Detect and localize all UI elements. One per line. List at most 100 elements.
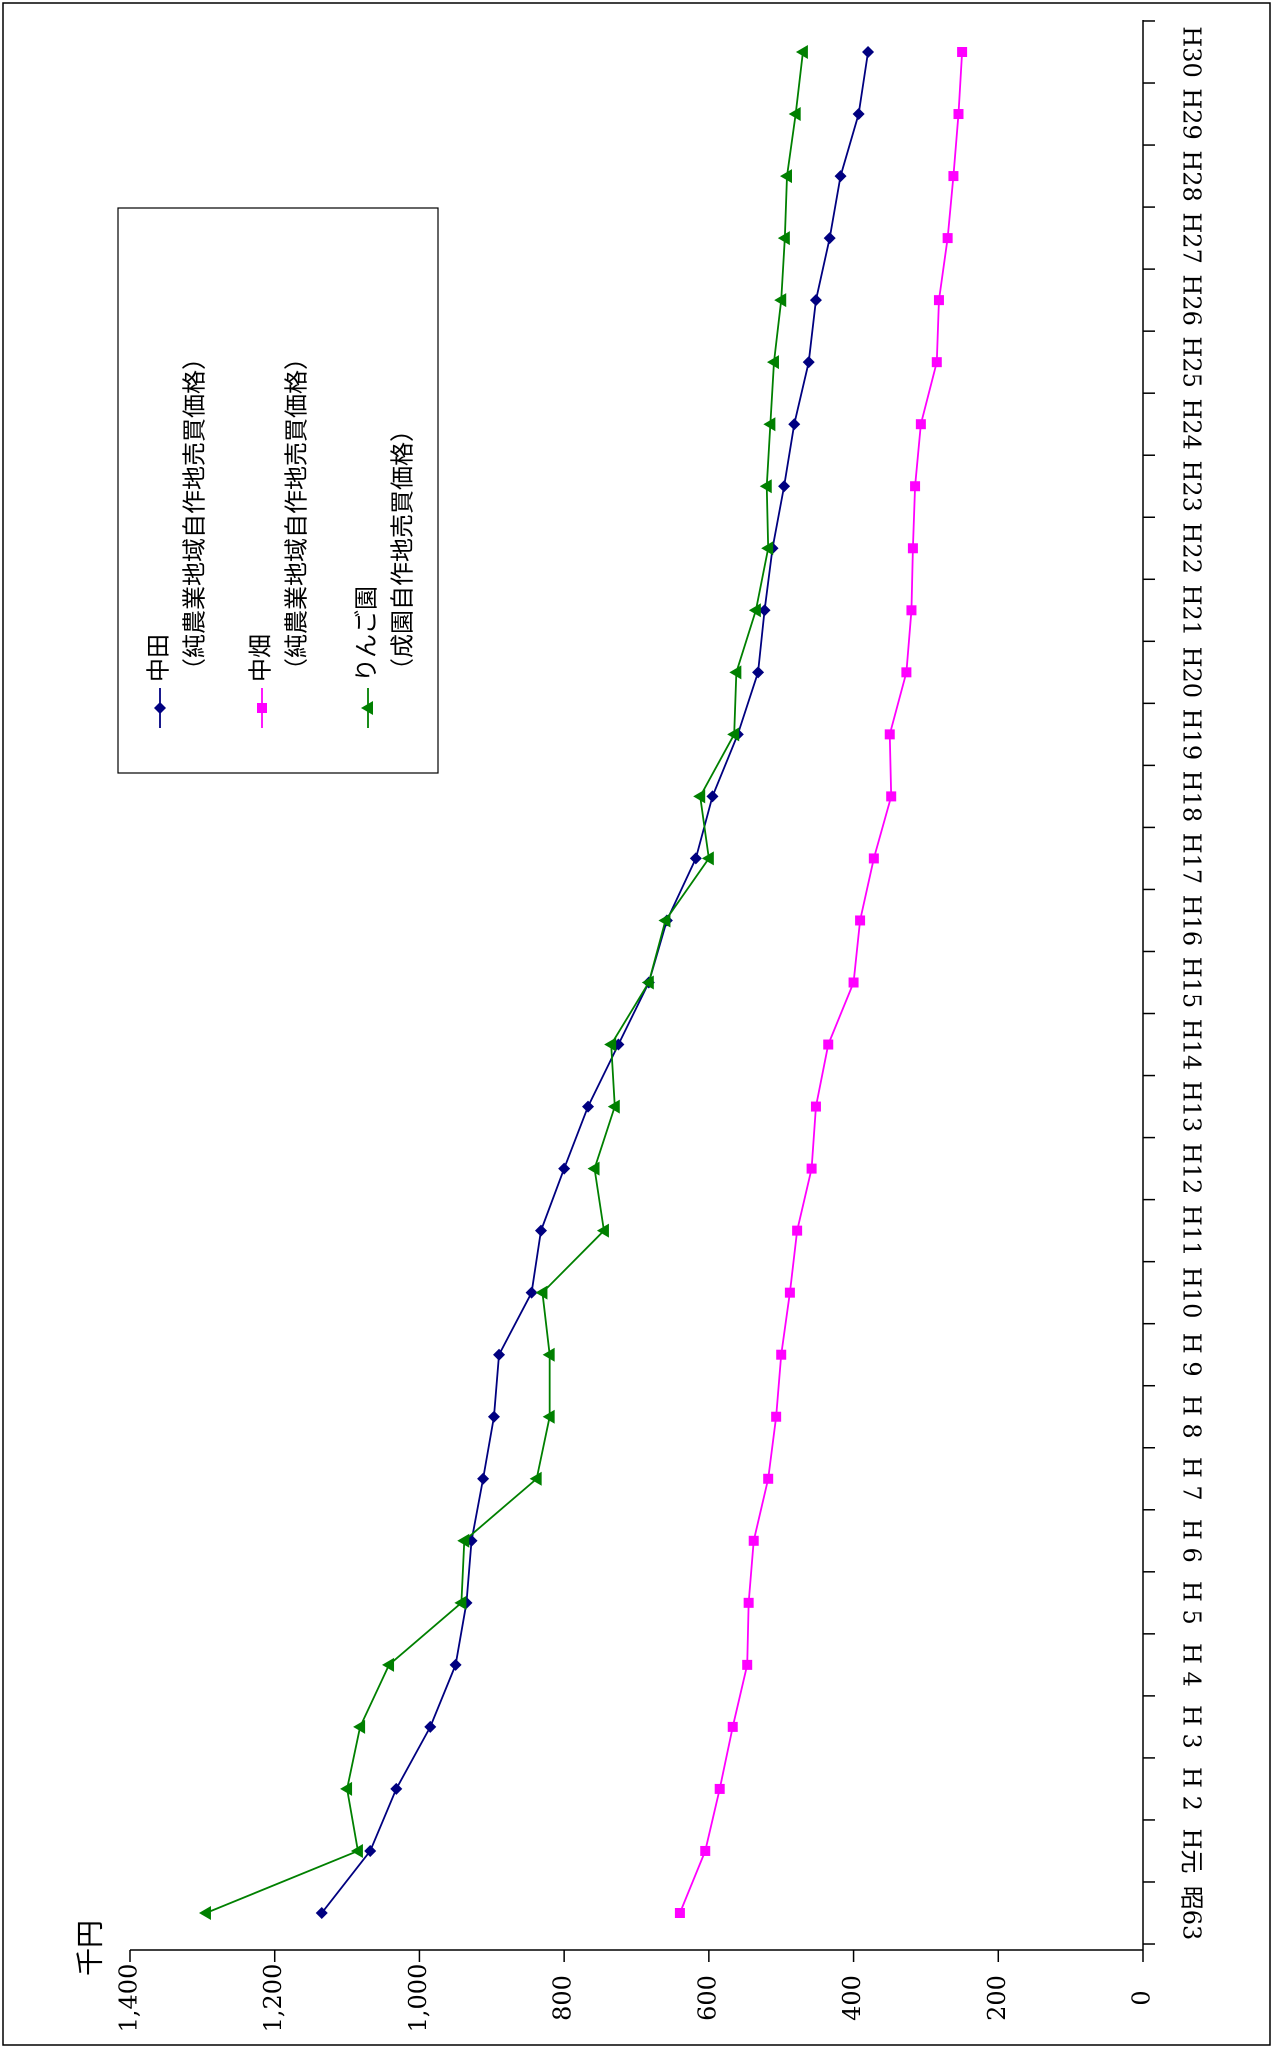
data-point bbox=[748, 603, 761, 618]
category-label: H12 bbox=[1178, 1143, 1206, 1194]
data-point bbox=[353, 1719, 366, 1734]
data-point bbox=[534, 1224, 547, 1237]
data-point bbox=[834, 170, 847, 183]
data-point bbox=[390, 1782, 403, 1795]
data-point bbox=[759, 479, 772, 494]
data-point bbox=[758, 604, 771, 617]
series-square bbox=[674, 47, 968, 1918]
legend-label: 中畑 bbox=[247, 634, 275, 682]
data-point bbox=[742, 1659, 753, 1670]
data-point bbox=[806, 1163, 817, 1174]
data-point bbox=[457, 1533, 470, 1548]
category-label: H29 bbox=[1178, 88, 1206, 139]
category-label: H 5 bbox=[1178, 1581, 1206, 1625]
data-point bbox=[777, 231, 790, 246]
data-point bbox=[784, 1287, 795, 1298]
data-point bbox=[906, 605, 917, 616]
series-group bbox=[198, 45, 968, 1920]
category-label: H 9 bbox=[1178, 1333, 1206, 1377]
category-label: H15 bbox=[1178, 957, 1206, 1008]
data-point bbox=[493, 1348, 506, 1361]
data-point bbox=[525, 1286, 538, 1299]
category-label: H 2 bbox=[1178, 1767, 1206, 1811]
category-label: H30 bbox=[1178, 26, 1206, 77]
category-label: H22 bbox=[1178, 523, 1206, 574]
category-label: H 7 bbox=[1178, 1457, 1206, 1501]
data-point bbox=[587, 1161, 600, 1176]
data-point bbox=[198, 1906, 211, 1920]
category-label: H20 bbox=[1178, 647, 1206, 698]
data-point bbox=[449, 1658, 462, 1671]
data-point bbox=[788, 107, 801, 122]
data-point bbox=[884, 729, 895, 740]
data-point bbox=[823, 232, 836, 245]
data-point bbox=[582, 1100, 595, 1113]
data-point bbox=[901, 667, 912, 678]
data-point bbox=[315, 1907, 328, 1919]
category-label: H27 bbox=[1178, 212, 1206, 263]
legend: 中田 （純農業地域自作地売買価格） 中畑 （純農業地域自作地売買価格） りんご園 （成園自… bbox=[117, 207, 439, 774]
data-point bbox=[340, 1781, 353, 1796]
value-tick-label: 0 bbox=[1128, 1990, 1156, 2005]
data-point bbox=[607, 1099, 620, 1114]
data-point bbox=[868, 853, 879, 864]
data-point bbox=[761, 541, 774, 556]
data-point bbox=[729, 665, 742, 680]
data-point bbox=[810, 1101, 821, 1112]
data-point bbox=[763, 417, 776, 432]
category-label: H 3 bbox=[1178, 1705, 1206, 1749]
category-label: H18 bbox=[1178, 771, 1206, 822]
data-point bbox=[706, 790, 719, 803]
value-tick-label: 1,400 bbox=[115, 1964, 143, 2033]
category-label: H19 bbox=[1178, 709, 1206, 760]
data-point bbox=[689, 852, 702, 865]
category-label: H26 bbox=[1178, 274, 1206, 325]
legend-marker bbox=[257, 703, 267, 713]
legend-label: りんご園 bbox=[353, 586, 381, 682]
data-point bbox=[727, 1721, 738, 1732]
legend-entry: 中畑 （純農業地域自作地売買価格） bbox=[247, 346, 311, 728]
data-point bbox=[957, 47, 968, 57]
category-label: H23 bbox=[1178, 460, 1206, 511]
data-point bbox=[771, 1411, 782, 1422]
data-point bbox=[809, 294, 822, 307]
data-point bbox=[727, 727, 740, 742]
data-point bbox=[658, 913, 671, 928]
category-label: H 4 bbox=[1178, 1643, 1206, 1687]
category-label: H25 bbox=[1178, 336, 1206, 387]
data-point bbox=[886, 791, 897, 802]
data-point bbox=[477, 1472, 490, 1485]
data-point bbox=[743, 1597, 754, 1608]
category-label: H 8 bbox=[1178, 1395, 1206, 1439]
legend-marker bbox=[154, 702, 166, 714]
legend-sublabel: （純農業地域自作地売買価格） bbox=[283, 346, 311, 682]
data-point bbox=[542, 1347, 555, 1362]
data-point bbox=[933, 295, 944, 306]
category-label: H13 bbox=[1178, 1081, 1206, 1132]
category-label: H21 bbox=[1178, 585, 1206, 636]
y-axis-unit-label: 千円 bbox=[74, 1920, 107, 1976]
data-point bbox=[788, 418, 801, 431]
data-point bbox=[766, 355, 779, 370]
data-point bbox=[752, 666, 765, 679]
data-point bbox=[823, 1039, 834, 1050]
legend-label: 中田 bbox=[145, 634, 173, 682]
data-point bbox=[778, 480, 791, 493]
data-point bbox=[910, 481, 921, 492]
category-label: H24 bbox=[1178, 398, 1206, 449]
series-triangle bbox=[198, 45, 808, 1920]
category-label: H16 bbox=[1178, 895, 1206, 946]
data-point bbox=[487, 1410, 500, 1423]
data-point bbox=[780, 169, 793, 184]
category-label: H元 bbox=[1178, 1828, 1206, 1873]
data-point bbox=[350, 1843, 363, 1858]
value-tick-label: 400 bbox=[838, 1975, 866, 2021]
data-point bbox=[931, 357, 942, 368]
data-point bbox=[364, 1844, 377, 1857]
legend-box bbox=[117, 207, 439, 774]
category-label: H17 bbox=[1178, 833, 1206, 884]
category-label: H11 bbox=[1178, 1205, 1206, 1256]
data-point bbox=[953, 109, 964, 120]
data-point bbox=[454, 1595, 467, 1610]
